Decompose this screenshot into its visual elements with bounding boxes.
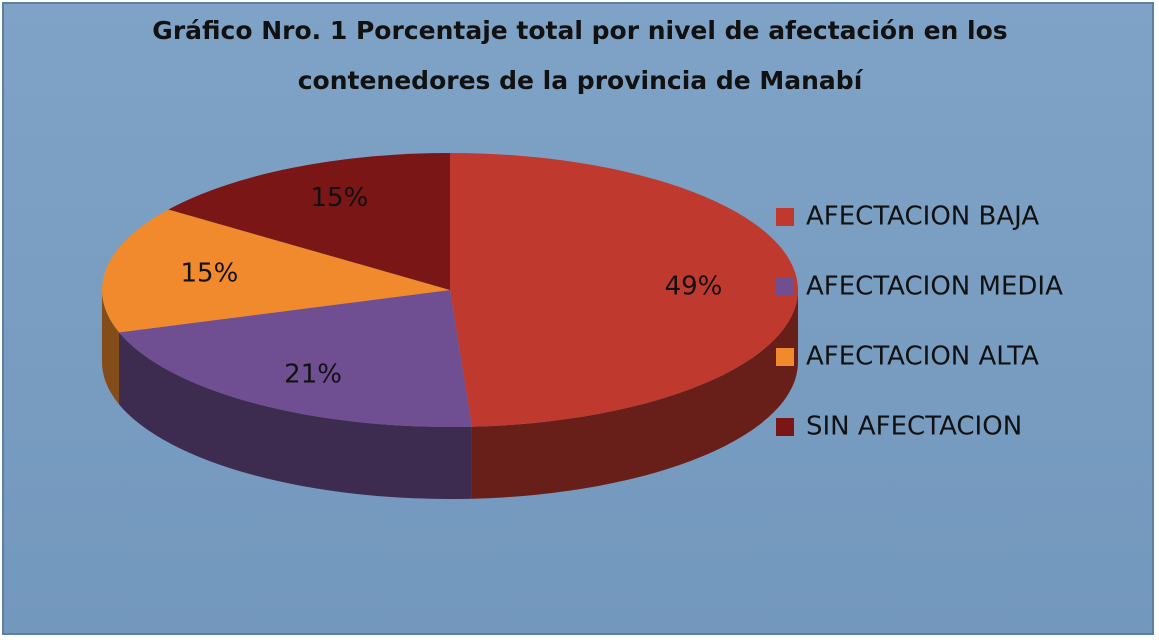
- legend-swatch: [776, 348, 794, 366]
- data-label: 15%: [181, 258, 239, 288]
- data-label: 21%: [284, 359, 342, 389]
- slice-side-shade: [119, 332, 472, 500]
- slice: [168, 153, 450, 290]
- slice-side-shade: [471, 290, 798, 499]
- legend-label: AFECTACION BAJA: [806, 202, 1039, 232]
- slice-side-shade: [102, 290, 120, 405]
- slice: [450, 153, 799, 427]
- data-label: 15%: [311, 183, 369, 213]
- slice-side: [119, 332, 472, 500]
- legend-label: AFECTACION ALTA: [806, 342, 1039, 372]
- legend-label: AFECTACION MEDIA: [806, 272, 1063, 302]
- chart-title: contenedores de la provincia de Manabí: [298, 66, 864, 95]
- legend-swatch: [776, 208, 794, 226]
- legend-swatch: [776, 418, 794, 436]
- chart-title: Gráfico Nro. 1 Porcentaje total por nive…: [152, 16, 1007, 45]
- slice-side: [102, 290, 120, 405]
- slice-side: [471, 290, 798, 499]
- data-label: 49%: [665, 271, 723, 301]
- legend-label: SIN AFECTACION: [806, 412, 1022, 442]
- legend-swatch: [776, 278, 794, 296]
- slice: [101, 209, 450, 333]
- slice: [119, 290, 472, 427]
